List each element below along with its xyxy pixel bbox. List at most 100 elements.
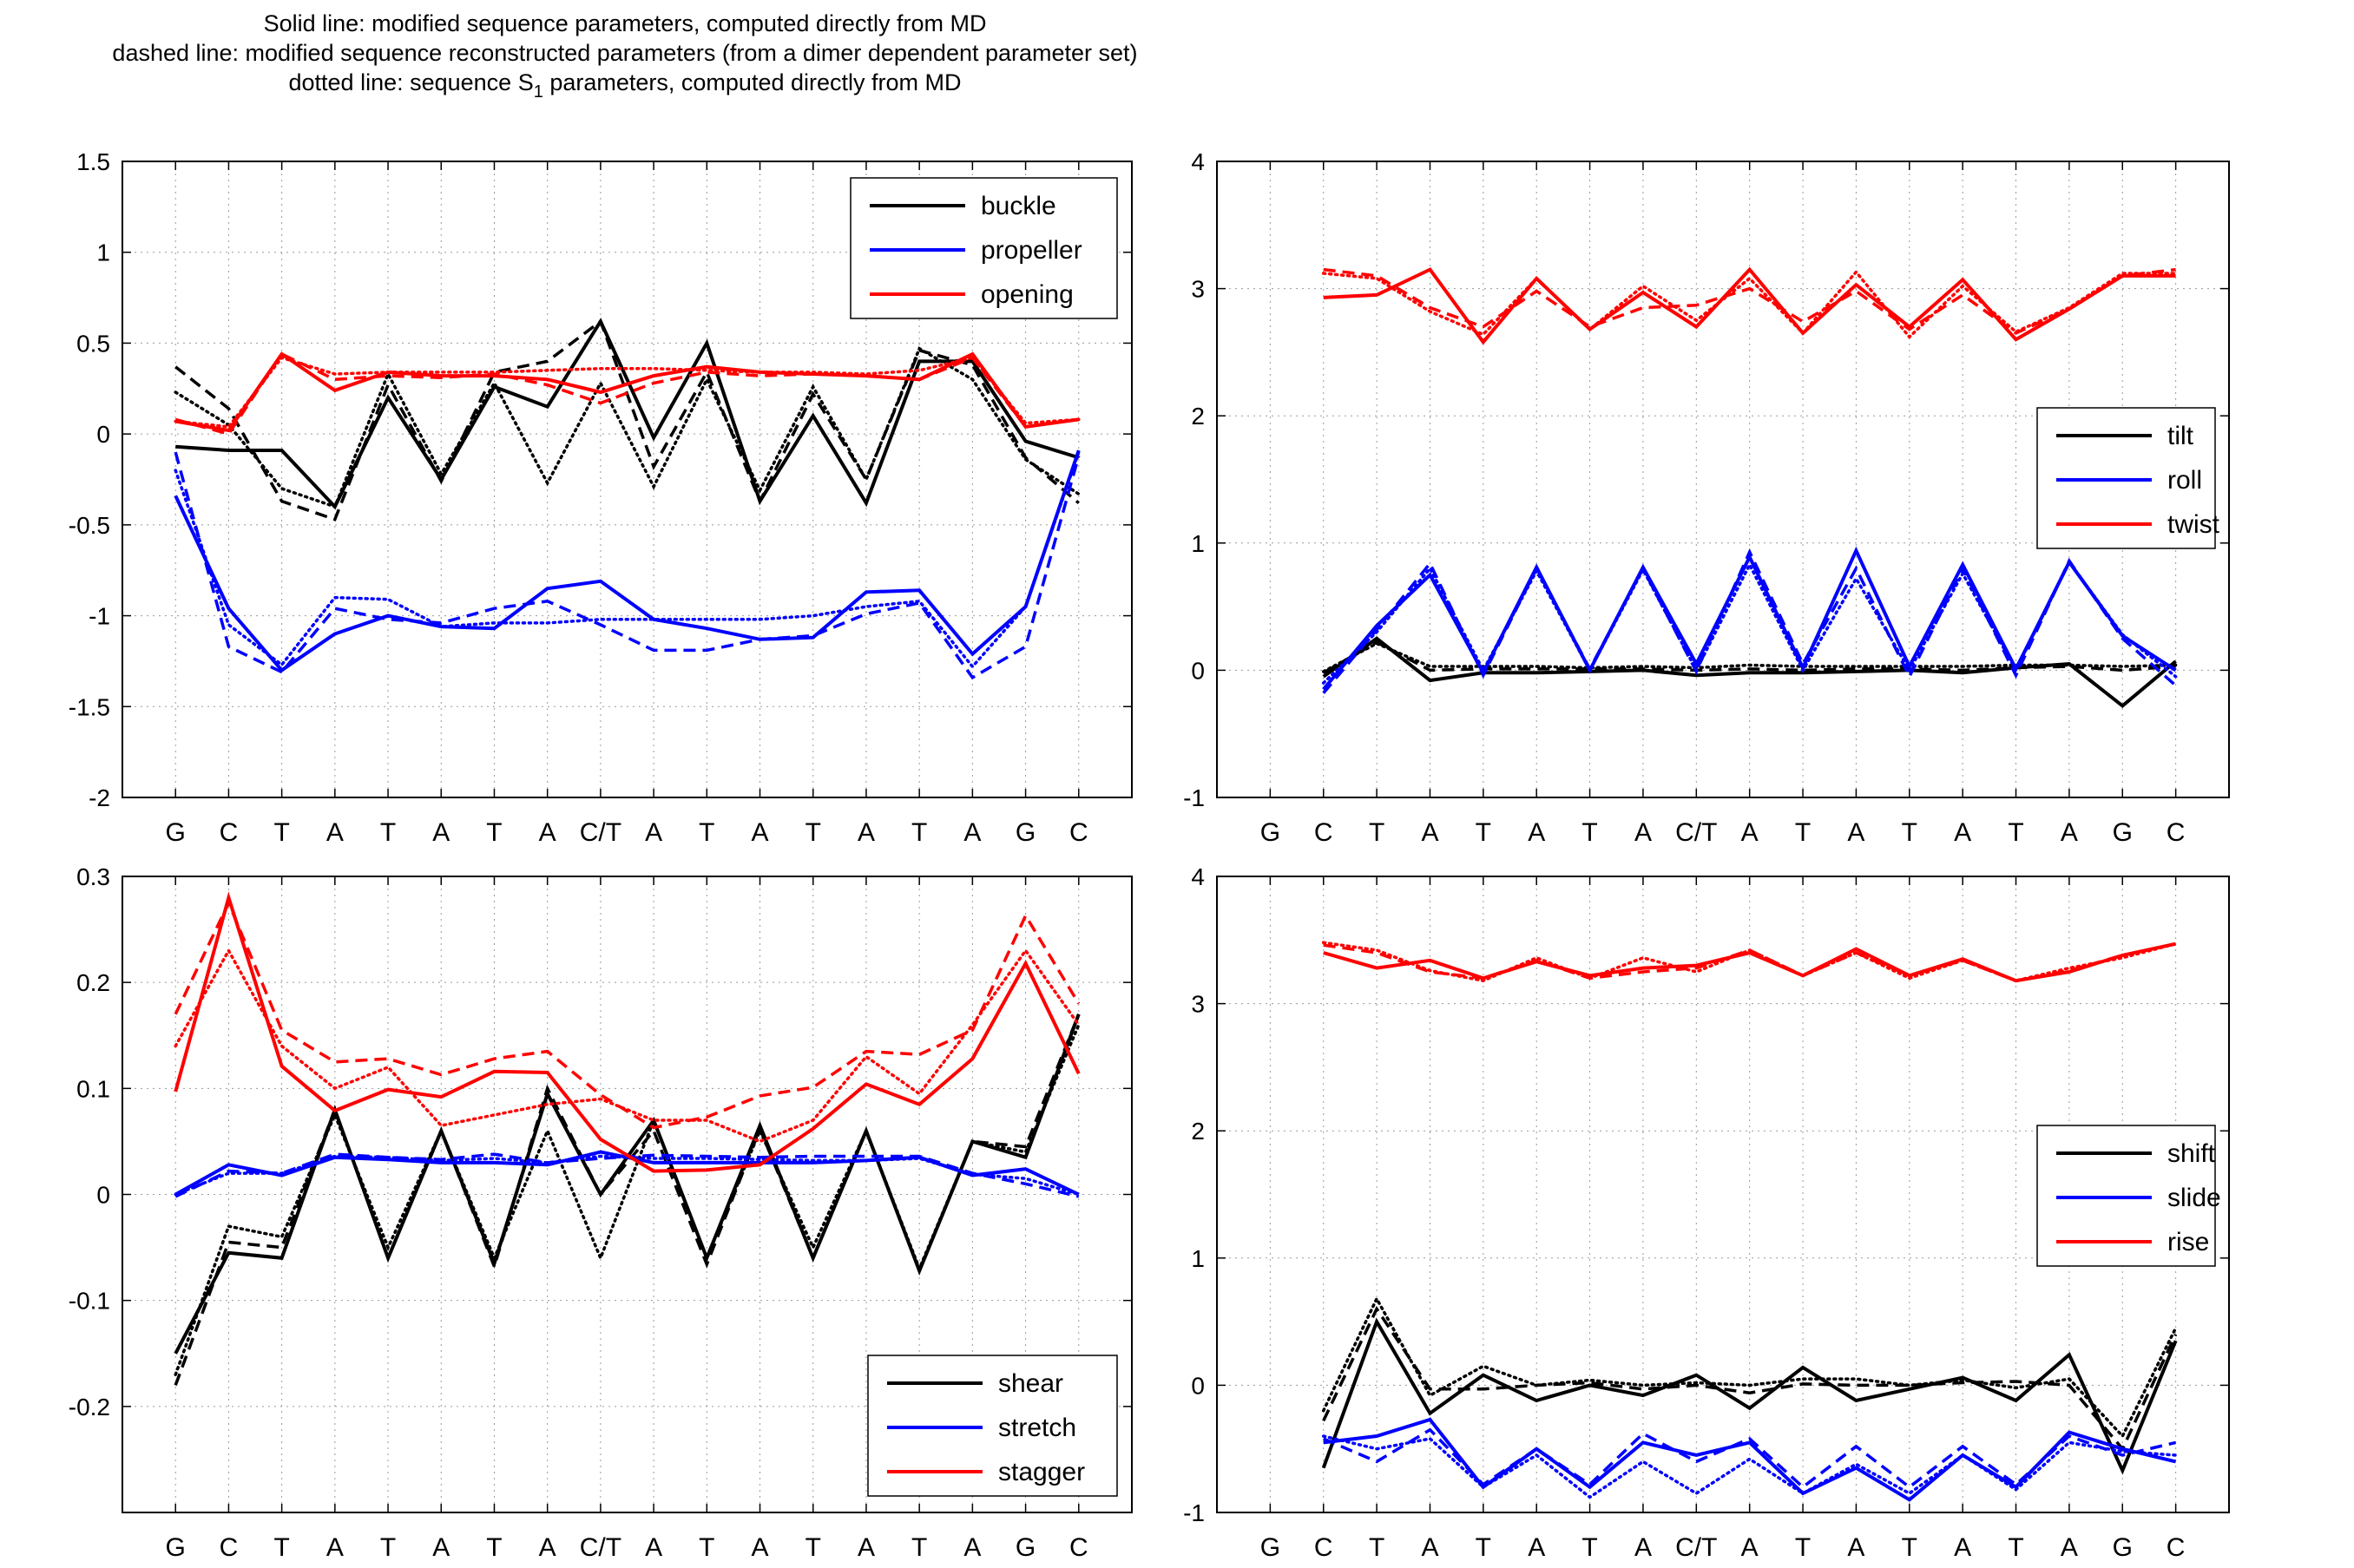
y-tick-label: 0.5 xyxy=(76,330,110,357)
x-tick-label: T xyxy=(1476,818,1491,847)
x-tick-label: A xyxy=(1847,818,1864,847)
x-tick-label: T xyxy=(380,818,396,847)
series-line-stagger xyxy=(174,891,1081,1173)
y-tick-label: 0.3 xyxy=(76,863,110,890)
legend-label: stagger xyxy=(998,1458,1085,1486)
x-tick-label: T xyxy=(911,1533,927,1562)
y-tick-label: -0.2 xyxy=(69,1394,110,1420)
x-tick-label: G xyxy=(1016,818,1036,847)
series-line-000000-dashed xyxy=(174,1014,1081,1387)
legend-label: rise xyxy=(2167,1228,2209,1256)
x-tick-label: T xyxy=(1581,818,1597,847)
x-tick-label: G xyxy=(2113,818,2133,847)
y-tick-label: 0 xyxy=(1191,1372,1205,1399)
x-tick-label: G xyxy=(1260,818,1280,847)
series-line-000000-dashed xyxy=(1322,640,2176,674)
legend: buckle propeller opening xyxy=(850,177,1118,319)
x-tick-label: C xyxy=(2167,818,2186,847)
x-tick-label: T xyxy=(805,1533,821,1562)
caption-line-3-subscript: 1 xyxy=(533,82,543,102)
series-line-buckle xyxy=(175,318,1080,510)
series-line-0000ff-dotted xyxy=(1321,559,2178,685)
series-line-propeller xyxy=(174,449,1081,673)
legend: shift slide rise xyxy=(2036,1125,2221,1267)
x-tick-label: A xyxy=(1634,818,1652,847)
x-tick-label: T xyxy=(1795,818,1811,847)
x-tick-label: C xyxy=(1069,1533,1088,1562)
y-tick-label: 2 xyxy=(1191,1118,1205,1145)
series-line-000000-dotted xyxy=(174,346,1081,509)
series-line-ff0000-dotted xyxy=(174,947,1081,1144)
x-tick-label: A xyxy=(752,818,769,847)
y-tick-label: 0 xyxy=(96,421,110,448)
x-tick-label: C/T xyxy=(1675,1533,1717,1562)
x-tick-label: A xyxy=(432,818,450,847)
series-line-0000ff-dashed xyxy=(1323,1427,2177,1489)
x-tick-label: T xyxy=(1902,1533,1917,1562)
legend: tilt roll twist xyxy=(2036,407,2220,549)
series-line-0000ff-dashed xyxy=(174,451,1081,680)
x-tick-label: A xyxy=(2061,1533,2078,1562)
x-tick-label: A xyxy=(963,818,981,847)
series-line-ff0000-dotted xyxy=(1321,941,2178,983)
caption-line-2: dashed line: modified sequence reconstru… xyxy=(112,40,1138,66)
y-tick-label: 0.1 xyxy=(76,1075,110,1102)
x-tick-label: T xyxy=(1902,818,1917,847)
x-tick-label: A xyxy=(1528,1533,1545,1562)
legend-label: stretch xyxy=(998,1414,1076,1442)
x-tick-label: C xyxy=(2167,1533,2186,1562)
x-tick-label: A xyxy=(1741,1533,1759,1562)
x-tick-label: A xyxy=(645,818,662,847)
x-tick-label: A xyxy=(752,1533,769,1562)
x-tick-label: A xyxy=(2061,818,2078,847)
y-tick-label: -1 xyxy=(89,603,110,630)
legend: shear stretch stagger xyxy=(867,1355,1118,1497)
series-line-000000-dashed xyxy=(1322,1305,2178,1452)
y-tick-label: 4 xyxy=(1191,863,1205,890)
x-tick-label: T xyxy=(1476,1533,1491,1562)
x-tick-label: A xyxy=(645,1533,662,1562)
x-tick-label: T xyxy=(805,818,821,847)
series-line-0000ff-dashed xyxy=(1322,548,2177,694)
legend-label: shear xyxy=(998,1369,1063,1398)
x-tick-label: A xyxy=(858,1533,875,1562)
x-tick-label: G xyxy=(1016,1533,1036,1562)
y-tick-label: -1 xyxy=(1183,784,1205,811)
x-tick-label: C xyxy=(1314,1533,1333,1562)
y-tick-label: 1 xyxy=(1191,530,1205,557)
series-line-000000-dotted xyxy=(1321,1295,2178,1440)
y-tick-label: -2 xyxy=(89,784,110,811)
x-tick-label: A xyxy=(963,1533,981,1562)
x-tick-label: C/T xyxy=(580,818,621,847)
series-line-twist xyxy=(1323,266,2176,345)
caption-line-1: Solid line: modified sequence parameters… xyxy=(263,10,987,36)
y-tick-label: -1.5 xyxy=(69,693,110,720)
legend-label: opening xyxy=(981,280,1074,309)
x-tick-label: C xyxy=(1314,818,1333,847)
x-tick-label: C/T xyxy=(580,1533,621,1562)
x-tick-label: A xyxy=(1528,818,1545,847)
y-tick-label: 0 xyxy=(96,1182,110,1209)
x-tick-label: T xyxy=(699,818,714,847)
x-tick-label: G xyxy=(1260,1533,1280,1562)
x-tick-label: G xyxy=(166,1533,186,1562)
y-tick-label: -0.5 xyxy=(69,512,110,539)
y-tick-label: -0.1 xyxy=(69,1288,110,1315)
series-line-ff0000-dashed xyxy=(174,351,1080,436)
x-tick-label: A xyxy=(326,1533,344,1562)
series-line-ff0000-dotted xyxy=(1321,269,2178,339)
x-tick-label: A xyxy=(1954,818,1971,847)
x-tick-label: T xyxy=(1795,1533,1811,1562)
x-tick-label: C xyxy=(1069,818,1088,847)
legend-label: propeller xyxy=(981,236,1082,265)
y-tick-label: 2 xyxy=(1191,403,1205,430)
x-tick-label: A xyxy=(432,1533,450,1562)
chart-panel-1: G C T A T A T A C/T A T A T A T A G C -2 -1.5 -1 -0.5 0 0.5 1 1.5… xyxy=(69,148,1133,847)
caption-line-3: dotted line: sequence S1 parameters, com… xyxy=(0,68,1250,107)
x-tick-label: A xyxy=(1421,1533,1438,1562)
x-tick-label: C xyxy=(220,818,239,847)
series-line-000000-dotted xyxy=(174,1023,1081,1376)
x-tick-label: A xyxy=(1847,1533,1864,1562)
x-tick-label: T xyxy=(1581,1533,1597,1562)
y-tick-label: 3 xyxy=(1191,991,1205,1018)
